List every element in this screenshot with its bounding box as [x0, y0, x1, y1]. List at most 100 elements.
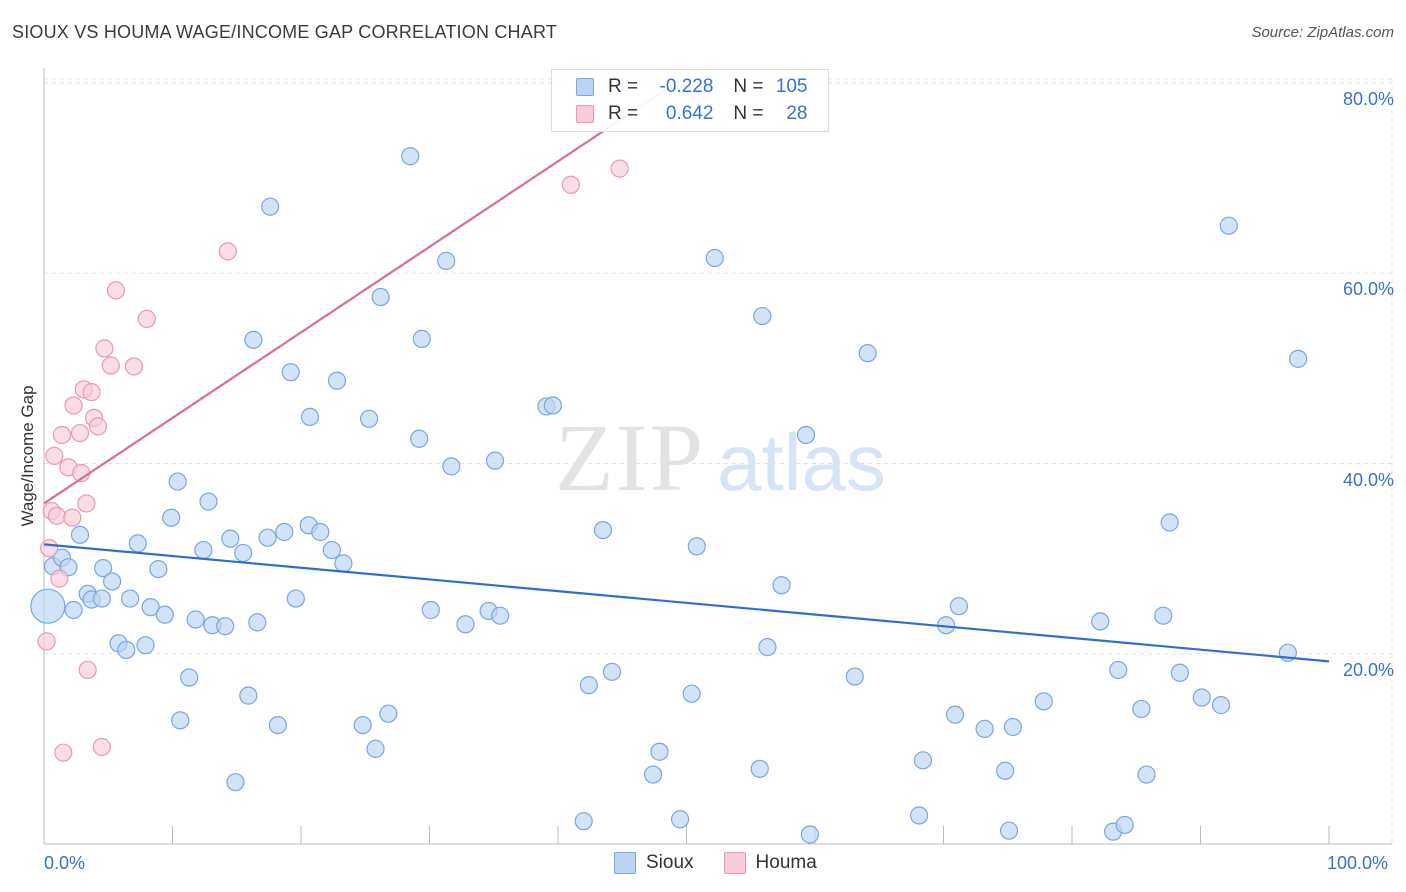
- axes: [43, 68, 1392, 845]
- legend-r-value: -0.228: [659, 76, 714, 97]
- sioux-point-73: [750, 759, 769, 778]
- sioux-point-10: [103, 572, 122, 591]
- houma-point-24: [137, 309, 156, 329]
- houma-point-26: [561, 175, 580, 194]
- sioux-point-90: [1034, 692, 1053, 711]
- source-credit: Source: ZipAtlas.com: [1251, 24, 1394, 41]
- sioux-point-60: [491, 606, 510, 625]
- sioux-point-29: [226, 773, 245, 792]
- houma-point-6: [52, 425, 72, 445]
- sioux-point-20: [168, 472, 187, 491]
- bottom-legend-swatch-sioux: [614, 852, 636, 874]
- legend-r-label: R =: [608, 103, 639, 124]
- sioux-point-31: [239, 686, 258, 705]
- bottom-legend-label-houma: Houma: [755, 852, 817, 873]
- x-tick-label-min: 0.0%: [44, 853, 86, 873]
- sioux-point-71: [687, 537, 706, 556]
- sioux-point-39: [286, 589, 305, 608]
- y-tick-label-3: 80.0%: [1342, 89, 1394, 109]
- sioux-point-85: [949, 597, 969, 616]
- sioux-point-44: [327, 371, 347, 390]
- sioux-point-42: [311, 522, 330, 542]
- x-tick-label-max: 100.0%: [1327, 853, 1389, 873]
- sioux-point-48: [366, 739, 385, 758]
- sioux-point-12: [117, 640, 136, 660]
- sioux-point-70: [682, 684, 701, 703]
- bottom-legend-swatch-houma: [723, 852, 746, 874]
- legend-n-value: 105: [775, 76, 808, 97]
- sioux-point-96: [1137, 765, 1156, 784]
- sioux-point-8: [92, 589, 111, 608]
- sioux-point-62: [543, 396, 562, 415]
- sioux-point-17: [149, 559, 168, 579]
- sioux-point-95: [1132, 699, 1151, 719]
- sioux-point-100: [1192, 688, 1211, 707]
- houma-point-5: [50, 569, 69, 588]
- sioux-point-80: [858, 344, 877, 363]
- y-tick-label-2: 60.0%: [1342, 279, 1394, 300]
- sioux-point-34: [258, 528, 277, 547]
- sioux-point-75: [758, 637, 777, 657]
- sioux-point-101: [1211, 696, 1231, 715]
- legend-n-label: N =: [733, 76, 764, 97]
- sioux-point-69: [670, 810, 690, 829]
- legend-r-label: R =: [608, 76, 639, 97]
- sioux-point-38: [281, 363, 300, 382]
- sioux-point-97: [1154, 606, 1173, 625]
- sioux-point-13: [120, 589, 140, 608]
- houma-point-3: [45, 446, 64, 465]
- sioux-point-88: [999, 821, 1019, 840]
- sioux-point-64: [579, 676, 598, 695]
- sioux-point-16: [141, 598, 160, 617]
- houma-point-23: [124, 357, 144, 376]
- houma-point-18: [88, 417, 108, 436]
- legend-row-houma: R = 0.642 N = 28: [576, 102, 808, 126]
- sioux-point-5: [70, 525, 90, 544]
- sioux-point-18: [155, 605, 174, 624]
- sioux-point-81: [909, 806, 929, 825]
- houma-point-15: [78, 660, 97, 680]
- sioux-point-23: [186, 610, 205, 629]
- houma-point-21: [101, 356, 120, 375]
- legend-stats: R = -0.228 N = 105 R = 0.642 N = 28: [551, 69, 829, 132]
- chart-title: SIOUX VS HOUMA WAGE/INCOME GAP CORRELATI…: [12, 22, 558, 42]
- sioux-point-63: [574, 812, 593, 831]
- sioux-point-53: [412, 329, 431, 348]
- sioux-point-79: [845, 667, 864, 686]
- sioux-point-67: [643, 765, 663, 784]
- sioux-point-30: [234, 543, 253, 563]
- sioux-point-28: [221, 529, 240, 548]
- sioux-trend-line: [43, 543, 1330, 663]
- sioux-point-15: [136, 636, 155, 655]
- sioux-point-82: [913, 751, 933, 770]
- houma-point-10: [64, 396, 83, 415]
- sioux-point-32: [244, 330, 263, 349]
- sioux-point-68: [650, 742, 669, 761]
- sioux-point-54: [421, 600, 440, 620]
- sioux-point-19: [162, 508, 181, 527]
- houma-point-16: [82, 383, 101, 402]
- sioux-point-52: [410, 429, 429, 448]
- sioux-point-49: [371, 287, 390, 307]
- sioux-point-25: [199, 492, 218, 511]
- sioux-point-98: [1160, 513, 1179, 532]
- legend-swatch-sioux: [576, 78, 594, 96]
- sioux-point-77: [796, 425, 816, 445]
- houma-point-9: [63, 508, 82, 527]
- houma-trend-line: [43, 86, 670, 505]
- houma-point-20: [95, 339, 114, 358]
- sioux-point-74: [753, 306, 772, 326]
- sioux-point-78: [800, 825, 819, 844]
- sioux-point-51: [401, 147, 420, 166]
- sioux-point-65: [593, 520, 613, 540]
- sioux-point-66: [602, 662, 622, 681]
- bottom-legend-houma: Houma: [723, 852, 817, 874]
- sioux-point-99: [1170, 663, 1190, 682]
- bottom-legend-label-sioux: Sioux: [646, 852, 694, 873]
- sioux-point-0: [30, 588, 66, 624]
- sioux-point-93: [1109, 660, 1128, 680]
- sioux-point-36: [268, 715, 287, 735]
- sioux-point-72: [705, 248, 724, 268]
- houma-point-14: [77, 494, 96, 513]
